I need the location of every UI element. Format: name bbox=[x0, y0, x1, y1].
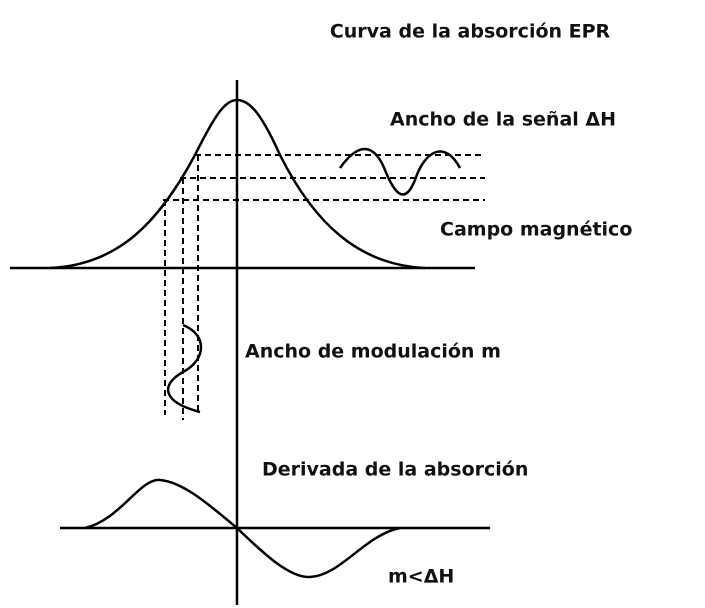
derivative-curve bbox=[84, 478, 401, 579]
label: Derivada de la absorción bbox=[262, 459, 528, 481]
modulation-sine bbox=[166, 323, 203, 414]
label: Ancho de la señal ΔH bbox=[390, 109, 616, 131]
label: m<ΔH bbox=[388, 566, 454, 588]
label: Campo magnético bbox=[440, 219, 632, 241]
absorption-curve bbox=[49, 98, 426, 270]
title: Curva de la absorción EPR bbox=[330, 21, 611, 43]
field-sine bbox=[338, 147, 462, 196]
label: Ancho de modulación m bbox=[245, 341, 501, 363]
